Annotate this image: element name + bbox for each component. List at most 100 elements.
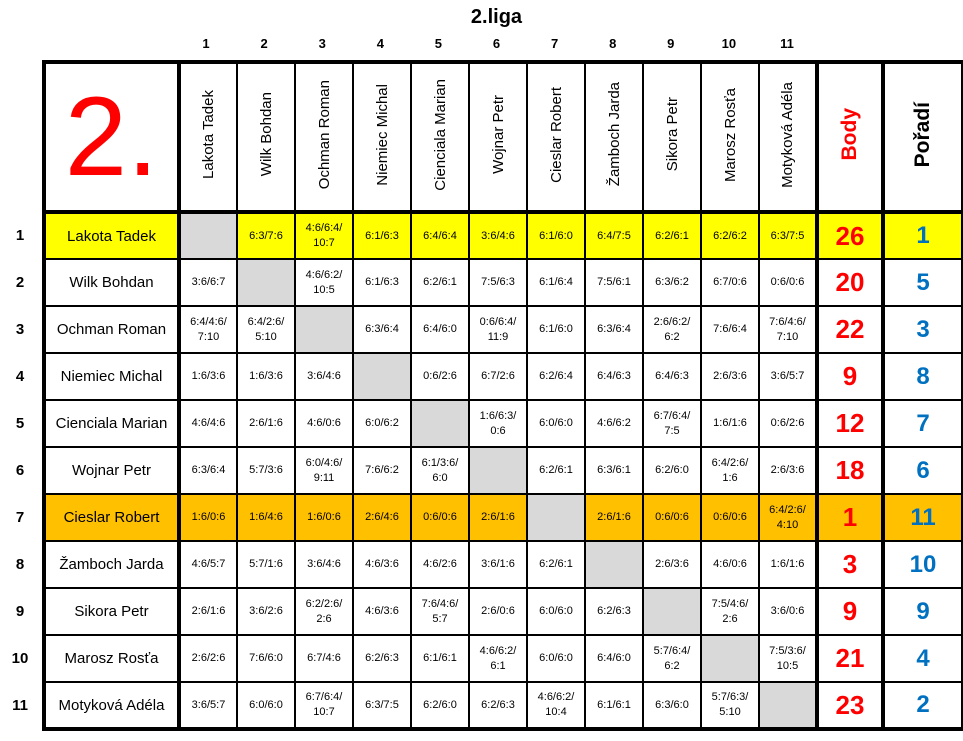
score-cell[interactable]: 6:2/6:0 [642, 446, 702, 495]
poradi-cell[interactable]: 10 [882, 540, 963, 589]
score-cell[interactable]: 7:5/6:3 [468, 258, 528, 307]
score-cell[interactable]: 6:3/7:5 [352, 681, 412, 730]
body-cell[interactable]: 26 [815, 211, 885, 260]
score-cell[interactable]: 6:7/4:6 [294, 634, 354, 683]
player-name-cell[interactable]: Žamboch Jarda [43, 540, 181, 589]
score-cell[interactable]: 7:6/4:6/ 7:10 [758, 305, 818, 354]
score-cell[interactable]: 6:2/6:1 [526, 540, 586, 589]
score-cell[interactable]: 0:6/0:6 [410, 493, 470, 542]
poradi-cell[interactable]: 8 [882, 352, 963, 401]
poradi-cell[interactable]: 4 [882, 634, 963, 683]
score-cell[interactable]: 6:1/3:6/ 6:0 [410, 446, 470, 495]
score-cell[interactable]: 6:0/4:6/ 9:11 [294, 446, 354, 495]
score-cell[interactable]: 6:2/6:2 [700, 211, 760, 260]
poradi-cell[interactable]: 7 [882, 399, 963, 448]
score-cell[interactable]: 7:6/6:0 [236, 634, 296, 683]
score-cell[interactable]: 6:7/0:6 [700, 258, 760, 307]
score-cell[interactable]: 0:6/2:6 [410, 352, 470, 401]
score-cell[interactable]: 2:6/4:6 [352, 493, 412, 542]
score-cell[interactable]: 6:4/6:3 [642, 352, 702, 401]
score-cell[interactable]: 4:6/3:6 [352, 540, 412, 589]
score-cell[interactable]: 6:4/7:5 [584, 211, 644, 260]
player-name-cell[interactable]: Sikora Petr [43, 587, 181, 636]
score-cell[interactable]: 3:6/5:7 [178, 681, 238, 730]
player-name-cell[interactable]: Wojnar Petr [43, 446, 181, 495]
score-cell[interactable]: 6:4/2:6/ 4:10 [758, 493, 818, 542]
poradi-cell[interactable]: 11 [882, 493, 963, 542]
score-cell[interactable]: 6:2/6:3 [468, 681, 528, 730]
score-cell[interactable]: 6:3/6:4 [352, 305, 412, 354]
score-cell[interactable]: 6:1/6:0 [526, 305, 586, 354]
score-cell[interactable]: 6:1/6:1 [410, 634, 470, 683]
score-cell[interactable]: 7:5/4:6/ 2:6 [700, 587, 760, 636]
body-cell[interactable]: 22 [815, 305, 885, 354]
score-cell[interactable]: 2:6/3:6 [758, 446, 818, 495]
score-cell[interactable]: 6:4/6:0 [584, 634, 644, 683]
poradi-cell[interactable]: 1 [882, 211, 963, 260]
poradi-cell[interactable]: 9 [882, 587, 963, 636]
score-cell[interactable]: 6:2/6:1 [410, 258, 470, 307]
player-name-cell[interactable]: Cienciala Marian [43, 399, 181, 448]
score-cell[interactable]: 2:6/1:6 [236, 399, 296, 448]
score-cell[interactable]: 4:6/3:6 [352, 587, 412, 636]
player-name-cell[interactable]: Marosz Rosťa [43, 634, 181, 683]
score-cell[interactable]: 6:4/2:6/ 5:10 [236, 305, 296, 354]
score-cell[interactable]: 6:4/4:6/ 7:10 [178, 305, 238, 354]
score-cell[interactable]: 3:6/0:6 [758, 587, 818, 636]
score-cell[interactable]: 6:4/2:6/ 1:6 [700, 446, 760, 495]
score-cell[interactable]: 4:6/4:6 [178, 399, 238, 448]
score-cell[interactable]: 4:6/0:6 [294, 399, 354, 448]
score-cell[interactable]: 2:6/1:6 [178, 587, 238, 636]
score-cell[interactable]: 3:6/4:6 [294, 540, 354, 589]
score-cell[interactable]: 6:1/6:4 [526, 258, 586, 307]
score-cell[interactable]: 1:6/0:6 [178, 493, 238, 542]
player-name-cell[interactable]: Ochman Roman [43, 305, 181, 354]
player-name-cell[interactable]: Niemiec Michal [43, 352, 181, 401]
score-cell[interactable]: 6:3/6:1 [584, 446, 644, 495]
score-cell[interactable]: 0:6/0:6 [642, 493, 702, 542]
score-cell[interactable]: 2:6/3:6 [642, 540, 702, 589]
score-cell[interactable]: 2:6/6:2/ 6:2 [642, 305, 702, 354]
player-name-cell[interactable]: Motyková Adéla [43, 681, 181, 730]
score-cell[interactable]: 6:1/6:0 [526, 211, 586, 260]
score-cell[interactable]: 0:6/0:6 [758, 258, 818, 307]
score-cell[interactable]: 4:6/0:6 [700, 540, 760, 589]
poradi-cell[interactable]: 5 [882, 258, 963, 307]
score-cell[interactable]: 1:6/3:6 [236, 352, 296, 401]
player-name-cell[interactable]: Wilk Bohdan [43, 258, 181, 307]
score-cell[interactable]: 1:6/0:6 [294, 493, 354, 542]
score-cell[interactable]: 2:6/3:6 [700, 352, 760, 401]
score-cell[interactable]: 1:6/1:6 [700, 399, 760, 448]
poradi-cell[interactable]: 3 [882, 305, 963, 354]
score-cell[interactable]: 3:6/5:7 [758, 352, 818, 401]
score-cell[interactable]: 2:6/1:6 [468, 493, 528, 542]
score-cell[interactable]: 7:6/6:2 [352, 446, 412, 495]
score-cell[interactable]: 2:6/1:6 [584, 493, 644, 542]
score-cell[interactable]: 4:6/6:2/ 10:4 [526, 681, 586, 730]
score-cell[interactable]: 5:7/1:6 [236, 540, 296, 589]
score-cell[interactable]: 6:4/6:4 [410, 211, 470, 260]
score-cell[interactable]: 6:2/6:3 [584, 587, 644, 636]
score-cell[interactable]: 3:6/2:6 [236, 587, 296, 636]
body-cell[interactable]: 18 [815, 446, 885, 495]
score-cell[interactable]: 6:2/6:4 [526, 352, 586, 401]
score-cell[interactable]: 6:2/6:1 [526, 446, 586, 495]
score-cell[interactable]: 6:4/6:3 [584, 352, 644, 401]
score-cell[interactable]: 3:6/4:6 [468, 211, 528, 260]
score-cell[interactable]: 6:7/6:4/ 10:7 [294, 681, 354, 730]
score-cell[interactable]: 6:3/7:5 [758, 211, 818, 260]
score-cell[interactable]: 3:6/4:6 [294, 352, 354, 401]
score-cell[interactable]: 4:6/6:2/ 6:1 [468, 634, 528, 683]
score-cell[interactable]: 6:0/6:2 [352, 399, 412, 448]
score-cell[interactable]: 1:6/6:3/ 0:6 [468, 399, 528, 448]
score-cell[interactable]: 6:2/6:1 [642, 211, 702, 260]
score-cell[interactable]: 2:6/0:6 [468, 587, 528, 636]
score-cell[interactable]: 7:5/3:6/ 10:5 [758, 634, 818, 683]
body-cell[interactable]: 1 [815, 493, 885, 542]
score-cell[interactable]: 6:0/6:0 [236, 681, 296, 730]
score-cell[interactable]: 5:7/6:4/ 6:2 [642, 634, 702, 683]
score-cell[interactable]: 6:0/6:0 [526, 587, 586, 636]
score-cell[interactable]: 6:1/6:3 [352, 258, 412, 307]
score-cell[interactable]: 5:7/6:3/ 5:10 [700, 681, 760, 730]
poradi-cell[interactable]: 2 [882, 681, 963, 730]
